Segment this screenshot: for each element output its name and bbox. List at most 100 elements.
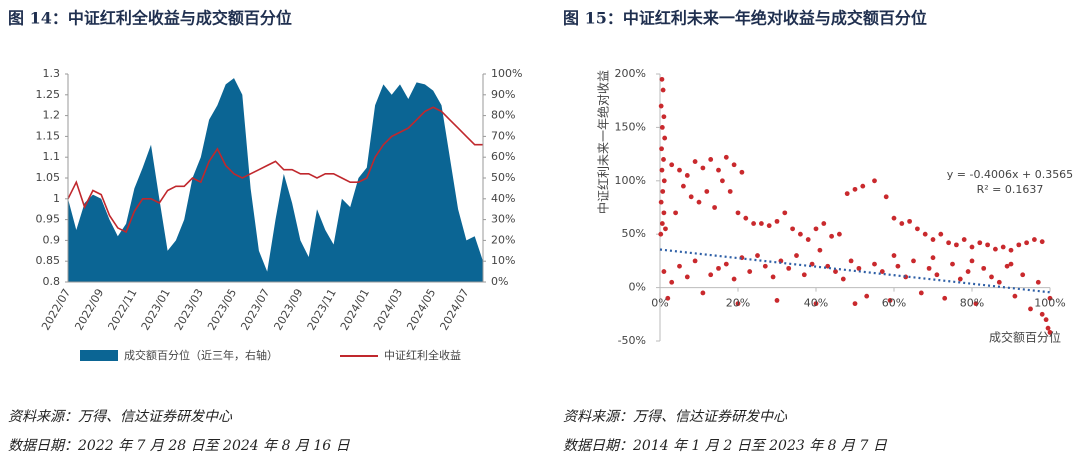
y-tick-label: 0.95 — [36, 213, 61, 226]
scatter-point — [770, 274, 776, 280]
y2-tick-label: 90% — [491, 88, 515, 101]
scatter-point — [669, 279, 675, 285]
scatter-point — [996, 279, 1002, 285]
source-note: 资料来源：万得、信达证券研发中心 — [563, 409, 788, 425]
scatter-point — [684, 173, 690, 178]
legend-label: 中证红利全收益 — [384, 348, 461, 362]
y-tick-label: 1 — [53, 192, 60, 205]
scatter-point — [813, 301, 819, 307]
y-tick-label: 1.25 — [36, 88, 61, 101]
scatter-point — [821, 221, 827, 226]
x-tick-label: 2024/07 — [437, 287, 471, 333]
x-tick-label: 80% — [960, 297, 984, 310]
legend-swatch — [80, 350, 118, 361]
scatter-point — [1028, 306, 1033, 312]
scatter-point — [692, 258, 698, 264]
y-tick-label: 100% — [615, 174, 646, 187]
scatter-point — [790, 226, 795, 232]
scatter-point — [665, 295, 671, 301]
x-tick-label: 2022/11 — [105, 287, 139, 333]
y-tick-label: 50% — [622, 227, 646, 240]
scatter-point — [973, 301, 979, 307]
scatter-point — [856, 265, 862, 271]
scatter-point — [659, 221, 665, 226]
scatter-point — [1045, 325, 1051, 331]
scatter-point — [1024, 240, 1029, 246]
x-tick-label: 2023/01 — [139, 287, 173, 333]
scatter-point — [891, 215, 897, 221]
scatter-point — [860, 183, 866, 189]
line — [67, 106, 483, 234]
y2-tick-label: 100% — [491, 67, 522, 80]
y2-tick-label: 20% — [491, 233, 515, 246]
scatter-point — [782, 210, 788, 216]
scatter-point — [825, 263, 831, 269]
scatter-point — [1008, 247, 1014, 253]
scatter-point — [989, 274, 994, 280]
scatter-point — [844, 191, 850, 197]
scatter-point — [1004, 263, 1010, 269]
scatter-point — [704, 189, 710, 194]
x-tick-label: 2023/07 — [238, 287, 272, 333]
scatter-point — [965, 269, 971, 274]
scatter-point — [817, 247, 823, 253]
scatter-point — [681, 183, 686, 189]
scatter-point — [872, 261, 877, 267]
y2-tick-label: 10% — [491, 254, 515, 267]
scatter-point — [663, 226, 668, 232]
scatter-point — [977, 240, 983, 246]
scatter-point — [840, 276, 846, 282]
scatter-point — [661, 210, 667, 216]
y2-tick-label: 30% — [491, 213, 515, 226]
y-tick-label: 1.2 — [43, 109, 61, 122]
scatter-point — [1035, 279, 1041, 285]
y2-tick-label: 0% — [491, 275, 508, 288]
scatter-point — [883, 194, 889, 200]
y-tick-label: 150% — [615, 120, 646, 133]
y-tick-label: 200% — [615, 67, 646, 80]
scatter-point — [794, 253, 799, 258]
scatter-point — [1047, 330, 1053, 335]
figure-title: 图 14：中证红利全收益与成交额百分位 — [8, 9, 292, 28]
scatter-point — [716, 265, 721, 271]
x-tick-label: 40% — [804, 297, 828, 310]
scatter-point — [677, 167, 682, 173]
scatter-point — [723, 261, 729, 267]
scatter-point — [1020, 272, 1026, 278]
x-tick-label: 2022/09 — [72, 287, 106, 333]
scatter-point — [669, 162, 675, 168]
scatter-point — [981, 265, 987, 271]
scatter-point — [891, 253, 897, 258]
legend-label: 成交额百分位（近三年，右轴） — [124, 348, 278, 362]
scatter-point — [661, 114, 667, 120]
scatter-point — [774, 218, 780, 224]
scatter-point — [735, 301, 741, 307]
y-tick-label: 0% — [629, 281, 646, 294]
x-tick-label: 2024/05 — [404, 287, 438, 333]
y-axis-title: 中证红利未来一年绝对收益 — [596, 70, 611, 214]
scatter-point — [751, 221, 756, 226]
scatter-point — [837, 231, 842, 237]
x-tick-label: 0% — [651, 297, 668, 310]
scatter-point — [708, 157, 714, 162]
scatter-point — [852, 186, 858, 192]
scatter-point — [864, 293, 870, 299]
scatter-point — [660, 87, 666, 93]
scatter-point — [930, 237, 936, 242]
scatter-point — [969, 244, 975, 250]
x-tick-label: 2023/11 — [305, 287, 339, 333]
scatter-point — [747, 269, 753, 274]
scatter-point — [661, 269, 667, 274]
annotation: y = -0.4006x + 0.3565 — [947, 168, 1073, 181]
x-tick-label: 2023/03 — [172, 287, 206, 333]
scatter-point — [899, 221, 905, 226]
scatter-point — [801, 272, 807, 278]
scatter-point — [887, 298, 893, 303]
scatter-point — [786, 265, 792, 271]
x-tick-label: 20% — [726, 297, 750, 310]
scatter-point — [1000, 244, 1006, 250]
scatter-point — [723, 154, 729, 160]
scatter-point — [833, 269, 838, 274]
scatter-point — [677, 263, 682, 269]
